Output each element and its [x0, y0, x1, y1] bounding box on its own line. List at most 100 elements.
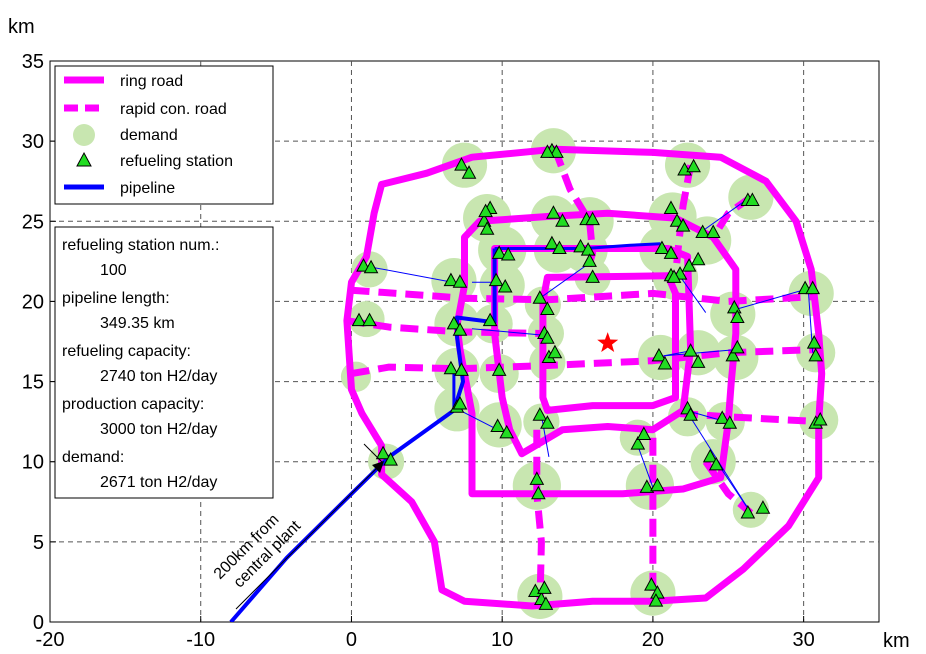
refueling-station [446, 315, 462, 330]
refueling-station [537, 580, 552, 594]
refueling-station [806, 335, 822, 349]
info-box-frame [54, 226, 274, 499]
refueling-station [532, 290, 548, 304]
refueling-station [532, 407, 548, 421]
refueling-station [454, 362, 469, 376]
refueling-station [657, 355, 673, 370]
y-tick-label: 10 [22, 452, 44, 474]
connector-link [366, 265, 453, 283]
y-tick-label: 0 [33, 612, 44, 634]
legend-label-pipeline: pipeline [120, 180, 175, 197]
central-star-marker [597, 332, 619, 352]
refueling-station [651, 347, 667, 362]
refueling-station [666, 269, 682, 283]
refueling-station [478, 203, 493, 218]
rapid-road [533, 429, 545, 607]
y-tick-label: 25 [22, 211, 44, 233]
legend-label-station: refueling station [120, 153, 233, 170]
refueling-station [461, 165, 477, 179]
refueling-station [491, 362, 507, 376]
refueling-station [726, 299, 742, 314]
legend: ring road rapid con. road demand refueli… [54, 65, 274, 205]
refueling-station [714, 410, 730, 424]
info-box: refueling station num.: 100 pipeline len… [54, 226, 274, 499]
refueling-station [805, 280, 821, 295]
refueling-station [454, 157, 469, 171]
refueling-station [636, 426, 652, 440]
refueling-station [695, 224, 710, 239]
refueling-station [488, 272, 504, 287]
refueling-station [490, 418, 505, 432]
refueling-station [702, 448, 718, 463]
refueling-station [725, 347, 741, 362]
connector-link [539, 262, 590, 299]
y-tick-label: 15 [22, 372, 44, 394]
refueling-station [722, 415, 738, 429]
info-label-demand: demand: [62, 449, 124, 466]
refueling-station [745, 192, 760, 206]
station-layer [351, 142, 828, 610]
info-label-production-capacity: production capacity: [62, 396, 204, 413]
annotation-end-bar [363, 443, 384, 464]
connector-link [459, 409, 498, 431]
refueling-station [686, 158, 701, 173]
refueling-station [452, 395, 468, 410]
refueling-station [812, 411, 828, 426]
refueling-station [683, 407, 698, 421]
info-value-stations: 100 [100, 262, 127, 279]
refueling-station [729, 339, 745, 354]
map-layer [229, 128, 839, 622]
refueling-station [531, 485, 546, 500]
refueling-station [708, 456, 724, 471]
refueling-station [808, 347, 824, 362]
refueling-station [650, 477, 665, 492]
refueling-station [639, 479, 655, 493]
refueling-station [580, 242, 596, 256]
x-unit-label: km [883, 630, 910, 652]
connector-link [663, 350, 690, 357]
connector-link [735, 288, 809, 310]
refueling-station [383, 452, 398, 466]
refueling-station [582, 253, 597, 267]
refueling-station [644, 577, 659, 591]
ring-road [539, 272, 679, 414]
refueling-station [654, 240, 670, 255]
refueling-station [729, 309, 745, 323]
refueling-station [452, 322, 468, 336]
refueling-station [491, 245, 507, 259]
rapid-road [351, 286, 816, 305]
legend-label-demand: demand [120, 127, 178, 144]
info-label-refueling-capacity: refueling capacity: [62, 343, 191, 360]
refueling-station [497, 278, 513, 293]
connector-link [540, 415, 550, 457]
refueling-station [351, 312, 367, 327]
refueling-station [443, 272, 459, 287]
rapid-road [702, 459, 754, 516]
x-tick-label: 0 [346, 629, 357, 651]
central-star-layer [597, 332, 619, 352]
info-value-production-capacity: 3000 ton H2/day [100, 421, 217, 438]
refueling-station [362, 312, 377, 327]
x-tick-label: 30 [793, 629, 815, 651]
pipeline-segment [494, 242, 661, 250]
refueling-station [549, 144, 564, 158]
refueling-station [547, 344, 563, 359]
legend-swatch-station [76, 151, 92, 167]
refueling-station [540, 415, 555, 429]
connector-link [702, 198, 749, 232]
refueling-station [755, 500, 771, 514]
info-value-refueling-capacity: 2740 ton H2/day [100, 368, 217, 385]
refueling-station [690, 354, 706, 368]
refueling-station [538, 596, 554, 610]
x-tick-label: -10 [186, 629, 215, 651]
x-tick-label: 20 [642, 629, 664, 651]
refueling-station [540, 301, 555, 315]
info-value-demand: 2671 ton H2/day [100, 474, 217, 491]
refueling-station [363, 259, 379, 274]
rapid-road [350, 346, 819, 378]
axis-ticks: -20 -10 0 10 20 30 0 5 10 15 20 25 30 35 [22, 51, 815, 651]
ring-road [343, 145, 826, 610]
refueling-station [499, 424, 515, 439]
legend-label-rapid-road: rapid con. road [120, 101, 227, 118]
